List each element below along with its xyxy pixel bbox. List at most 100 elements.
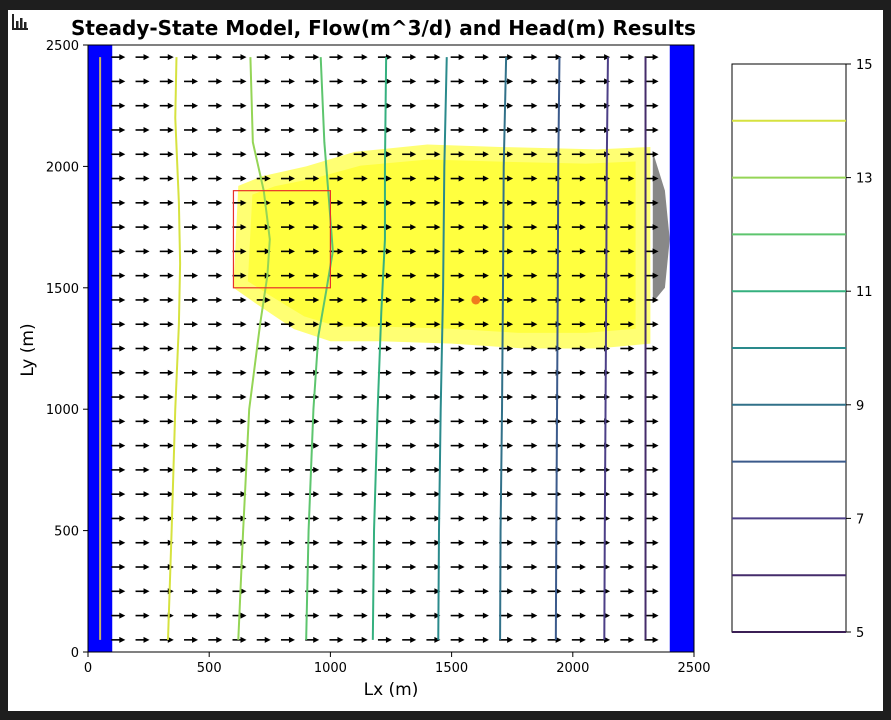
flow-arrow <box>184 418 199 425</box>
flow-arrow <box>450 102 465 109</box>
flow-arrow <box>620 102 635 109</box>
flow-arrow <box>111 442 126 449</box>
flow-arrow <box>523 588 538 595</box>
flow-arrow <box>499 418 514 425</box>
flow-arrow <box>523 539 538 546</box>
flow-arrow <box>596 491 611 498</box>
flow-arrow <box>571 272 586 279</box>
flow-arrow <box>523 369 538 376</box>
flow-arrow <box>159 636 174 643</box>
flow-arrow <box>450 296 465 303</box>
flow-arrow <box>547 539 562 546</box>
flow-arrow <box>135 224 150 231</box>
flow-arrow <box>523 102 538 109</box>
contour-line <box>554 57 561 640</box>
flow-arrow <box>305 272 320 279</box>
flow-arrow <box>402 345 417 352</box>
flow-arrow <box>547 491 562 498</box>
flow-arrow <box>450 78 465 85</box>
flow-arrow <box>232 418 247 425</box>
flow-arrow <box>208 394 223 401</box>
flow-arrow <box>474 539 489 546</box>
flow-arrow <box>184 539 199 546</box>
flow-arrow <box>426 126 441 133</box>
flow-arrow <box>644 345 659 352</box>
flow-arrow <box>353 224 368 231</box>
flow-arrow <box>208 224 223 231</box>
flow-arrow <box>256 539 271 546</box>
flow-arrow <box>329 418 344 425</box>
flow-arrow <box>159 491 174 498</box>
flow-arrow <box>402 151 417 158</box>
flow-arrow <box>184 126 199 133</box>
flow-arrow <box>232 564 247 571</box>
flow-arrow <box>329 345 344 352</box>
flow-arrow <box>329 394 344 401</box>
x-tick-label: 2000 <box>556 661 589 676</box>
flow-arrow <box>329 491 344 498</box>
flow-arrow <box>280 369 295 376</box>
flow-arrow <box>474 515 489 522</box>
flow-arrow <box>208 588 223 595</box>
flow-arrow <box>329 612 344 619</box>
flow-arrow <box>135 564 150 571</box>
flow-arrow <box>232 345 247 352</box>
contour-line <box>166 57 182 640</box>
flow-arrow <box>159 588 174 595</box>
flow-arrow <box>377 321 392 328</box>
flow-arrow <box>353 151 368 158</box>
flow-arrow <box>426 636 441 643</box>
colorbar-tick-label: 5 <box>856 626 864 641</box>
flow-arrow <box>208 345 223 352</box>
flow-arrow <box>474 466 489 473</box>
flow-arrow <box>184 151 199 158</box>
flow-arrow <box>547 466 562 473</box>
flow-arrow <box>353 321 368 328</box>
flow-arrow <box>571 442 586 449</box>
flow-arrow <box>644 466 659 473</box>
flow-arrow <box>256 442 271 449</box>
flow-arrow <box>184 199 199 206</box>
contour-line <box>603 57 609 640</box>
flow-arrow <box>280 175 295 182</box>
flow-arrow <box>305 636 320 643</box>
flow-arrow <box>135 175 150 182</box>
flow-arrow <box>426 442 441 449</box>
flow-arrow <box>644 418 659 425</box>
flow-arrow <box>547 636 562 643</box>
flow-arrow <box>159 418 174 425</box>
flow-arrow <box>256 466 271 473</box>
flow-arrow <box>256 248 271 255</box>
flow-arrow <box>280 102 295 109</box>
flow-arrow <box>353 636 368 643</box>
flow-arrow <box>256 369 271 376</box>
flow-arrow <box>450 345 465 352</box>
flow-arrow <box>426 612 441 619</box>
colorbar-tick-label: 15 <box>856 58 873 73</box>
flow-arrow <box>571 78 586 85</box>
flow-arrow <box>450 442 465 449</box>
flow-arrow <box>402 564 417 571</box>
flow-arrow <box>305 296 320 303</box>
flow-arrow <box>111 418 126 425</box>
flow-arrow <box>499 612 514 619</box>
flow-arrow <box>208 418 223 425</box>
flow-arrow <box>208 369 223 376</box>
flow-arrow <box>474 102 489 109</box>
flow-arrow <box>184 54 199 61</box>
flow-arrow <box>474 612 489 619</box>
flow-arrow <box>232 539 247 546</box>
flow-arrow <box>377 588 392 595</box>
flow-arrow <box>620 636 635 643</box>
flow-arrow <box>523 272 538 279</box>
flow-arrow <box>571 636 586 643</box>
flow-arrow <box>499 126 514 133</box>
flow-arrow <box>596 612 611 619</box>
flow-arrow <box>523 199 538 206</box>
flow-arrow <box>184 564 199 571</box>
flow-arrow <box>474 564 489 571</box>
flow-arrow <box>571 539 586 546</box>
flow-arrow <box>329 321 344 328</box>
flow-arrow <box>208 151 223 158</box>
flow-arrow <box>353 539 368 546</box>
